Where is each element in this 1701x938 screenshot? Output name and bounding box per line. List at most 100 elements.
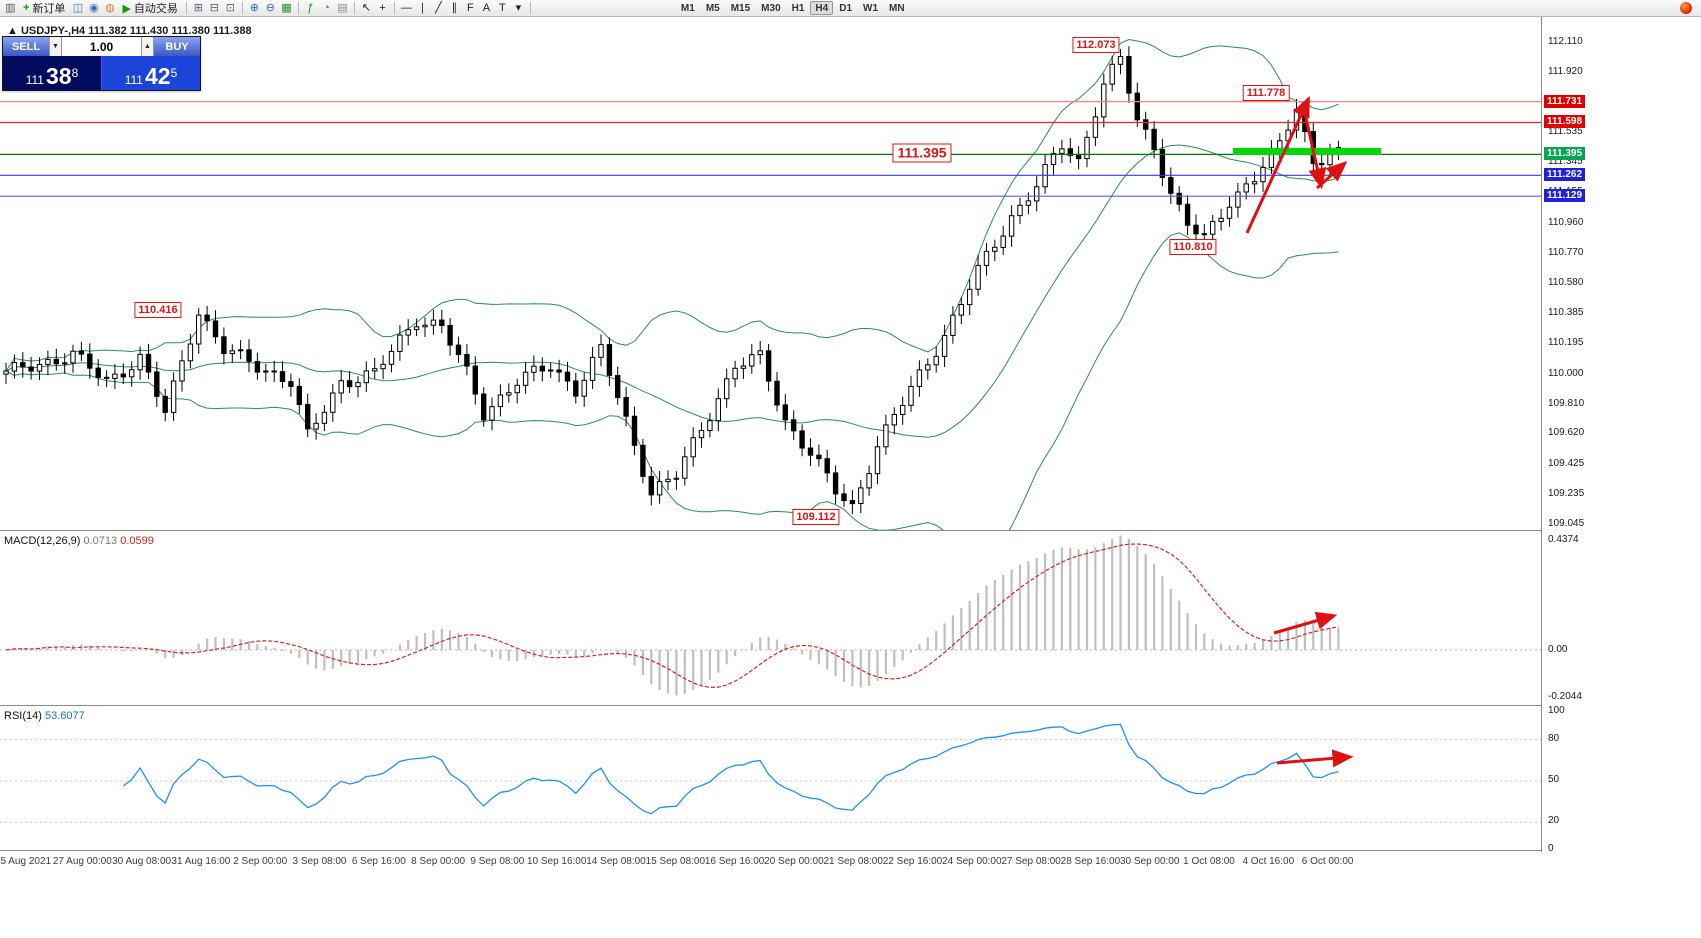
toolbar-separator [185,2,187,14]
macd-panel[interactable] [0,532,1541,706]
rsi-scale-label: 100 [1548,705,1565,716]
zoom-out-icon[interactable]: ⊖ [265,1,276,14]
tf-h4[interactable]: H4 [810,1,834,15]
chart-ohlc-info: ▲ USDJPY-,H4 111.382 111.430 111.380 111… [7,25,252,37]
market-watch-icon[interactable]: ◉ [89,1,99,14]
data-window-icon[interactable]: ◍ [105,1,115,14]
crosshair-icon[interactable]: + [379,1,386,14]
rsi-scale-label: 80 [1548,732,1560,744]
tf-m5[interactable]: M5 [705,2,720,14]
grid-icon[interactable]: ▦ [281,1,292,14]
buy-quote[interactable]: 111 42 5 [102,56,200,90]
periods-icon[interactable]: ◔ [323,1,330,14]
time-axis-label: 16 Sep 16:00 [704,856,765,867]
auto-trading-button[interactable]: ▶ 自动交易 [118,1,181,16]
buy-quote-point: 5 [170,66,178,80]
volume-up-icon[interactable]: ▲ [141,37,154,56]
arrows-tool-icon[interactable]: ▾ [515,1,522,14]
price-scale-label: 109.810 [1548,397,1585,409]
time-axis-label: 15 Sep 08:00 [645,856,706,867]
buy-quote-pips: 42 [144,63,171,89]
buy-quote-base: 111 [124,73,143,87]
profiles-icon[interactable]: ◫ [72,1,84,14]
new-order-icon: + [23,2,30,14]
volume-input[interactable]: 1.00 [62,37,141,56]
price-scale-label: 109.045 [1548,517,1585,529]
navigator-icon[interactable]: ⊡ [225,1,236,14]
text-icon[interactable]: A [482,1,491,14]
label-icon[interactable]: T [499,1,506,14]
auto-trading-icon: ▶ [122,2,131,15]
trendline-icon[interactable]: ╱ [435,1,442,14]
cascade-windows-icon[interactable]: ⊟ [209,1,220,14]
rsi-panel[interactable] [0,707,1541,851]
price-axis[interactable]: 112.110111.920111.730111.535111.345111.1… [1541,16,1699,854]
sell-quote-point: 8 [71,66,79,80]
tf-m15[interactable]: M15 [730,2,751,14]
toolbar-separator [529,2,531,14]
toolbar-spacer [535,8,675,9]
templates-icon[interactable]: ▤ [337,1,348,14]
rsi-scale-label: 0 [1548,843,1554,854]
buy-button[interactable]: BUY [154,37,200,56]
macd-scale-label: -0.2044 [1548,691,1582,702]
channel-icon[interactable]: ∥ [451,1,458,14]
price-scale-label: 111.920 [1548,65,1583,77]
time-axis-label: 8 Sep 00:00 [411,856,466,867]
time-axis-label: 21 Sep 08:00 [823,856,883,867]
time-axis-label: 14 Sep 08:00 [586,856,646,867]
toolbar: ▥ + 新订单 ◫ ◉ ◍ ▶ 自动交易 ⊞ ⊟ ⊡ ⊕ ⊖ ▦ ƒ ◔ ▤ ↖ + — | ╱ ∥ F A T ▾ M1 M5 M15 M… [0,0,1701,17]
macd-scale-label: 0.4374 [1548,534,1579,545]
tf-mn[interactable]: MN [889,2,905,14]
rsi-value: 53.6077 [44,710,85,722]
sell-quote-base: 111 [25,73,44,87]
price-scale-label: 110.195 [1548,337,1584,349]
time-axis-label: 25 Aug 2021 [0,856,52,867]
rsi-scale-label: 50 [1548,774,1560,785]
price-scale-label: 109.235 [1548,487,1585,499]
cursor-icon[interactable]: ↖ [361,1,372,14]
tf-d1[interactable]: D1 [839,2,853,14]
new-order-button[interactable]: + 新订单 [19,1,69,16]
time-axis-label: 24 Sep 00:00 [942,856,1002,867]
notification-icon[interactable] [1680,2,1692,14]
price-annotation[interactable]: 110.810 [1169,239,1217,255]
tf-m30[interactable]: M30 [761,2,781,14]
time-axis-label: 10 Sep 16:00 [526,856,587,867]
fibonacci-icon[interactable]: F [467,1,474,14]
indicators-icon[interactable]: ƒ [307,1,314,14]
price-annotation[interactable]: 111.395 [892,143,952,163]
time-axis-label: 2 Sep 00:00 [233,856,288,867]
price-annotation[interactable]: 110.416 [134,302,182,318]
hline-icon[interactable]: — [400,1,412,14]
macd-scale-label: 0.00 [1548,644,1568,655]
price-scale-label: 111.345 [1548,156,1583,168]
tf-w1[interactable]: W1 [863,2,879,14]
sell-button[interactable]: SELL [3,37,49,56]
time-axis[interactable]: 25 Aug 2021 27 Aug 00:00 30 Aug 08:00 31 Au… [0,852,1541,874]
toolbar-separator [353,2,355,14]
vline-icon[interactable]: | [420,1,424,14]
volume-down-icon[interactable]: ▼ [49,37,62,56]
tile-windows-icon[interactable]: ⊞ [193,1,204,14]
one-click-trading-panel: SELL ▼ 1.00 ▲ BUY 111 38 8 111 42 5 [2,36,201,91]
time-axis-label: 20 Sep 00:00 [764,856,824,867]
time-axis-label: 27 Aug 00:00 [52,856,112,867]
tf-h1[interactable]: H1 [791,2,805,14]
tf-m1[interactable]: M1 [680,2,695,14]
price-scale-label: 110.960 [1548,216,1584,228]
price-scale-label: 111.535 [1548,126,1583,138]
price-scale-label: 112.110 [1548,36,1583,47]
chart-window-icon[interactable]: ▥ [5,1,16,14]
zoom-in-icon[interactable]: ⊕ [249,1,260,14]
price-annotation[interactable]: 109.112 [792,509,840,525]
sell-quote[interactable]: 111 38 8 [3,56,102,90]
price-scale-label: 109.620 [1548,427,1585,439]
price-annotation[interactable]: 111.778 [1242,85,1290,101]
new-order-button-label: 新订单 [32,3,66,15]
price-scale-badge: 111.395 [1544,147,1586,161]
price-annotation[interactable]: 112.073 [1072,37,1120,53]
price-chart-panel[interactable] [0,16,1541,531]
macd-name: MACD(12,26,9) [4,535,81,547]
